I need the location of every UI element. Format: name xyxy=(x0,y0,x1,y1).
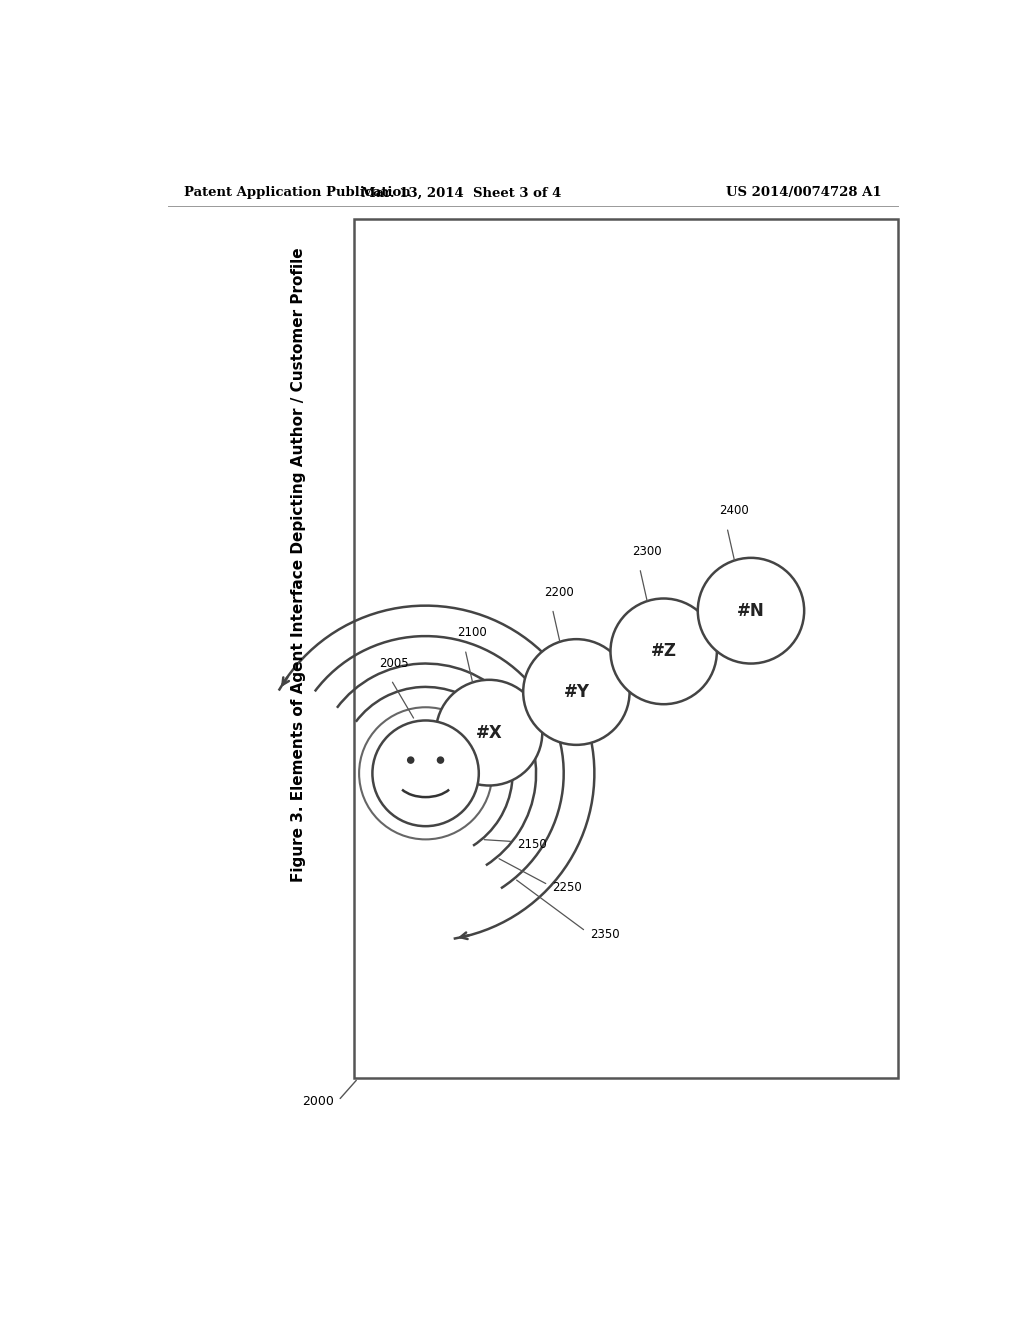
Text: 2200: 2200 xyxy=(545,586,574,598)
Ellipse shape xyxy=(408,758,414,763)
Text: US 2014/0074728 A1: US 2014/0074728 A1 xyxy=(726,186,882,199)
Text: Figure 3. Elements of Agent Interface Depicting Author / Customer Profile: Figure 3. Elements of Agent Interface De… xyxy=(291,248,306,882)
Text: 2000: 2000 xyxy=(302,1096,334,1107)
Text: 2150: 2150 xyxy=(517,838,547,851)
Text: 2350: 2350 xyxy=(590,928,620,941)
Text: #Z: #Z xyxy=(650,643,677,660)
Text: 2005: 2005 xyxy=(379,656,409,669)
Ellipse shape xyxy=(373,721,479,826)
Text: 2400: 2400 xyxy=(719,504,749,517)
Ellipse shape xyxy=(610,598,717,704)
Ellipse shape xyxy=(523,639,630,744)
Text: Mar. 13, 2014  Sheet 3 of 4: Mar. 13, 2014 Sheet 3 of 4 xyxy=(361,186,561,199)
Text: 2100: 2100 xyxy=(457,626,487,639)
Text: #X: #X xyxy=(476,723,503,742)
Ellipse shape xyxy=(697,558,804,664)
Bar xyxy=(354,219,898,1078)
Text: 2300: 2300 xyxy=(632,545,662,558)
Text: Patent Application Publication: Patent Application Publication xyxy=(183,186,411,199)
Ellipse shape xyxy=(437,758,443,763)
Text: 2250: 2250 xyxy=(552,882,582,895)
Ellipse shape xyxy=(436,680,543,785)
Text: #N: #N xyxy=(737,602,765,619)
Text: #Y: #Y xyxy=(563,682,590,701)
